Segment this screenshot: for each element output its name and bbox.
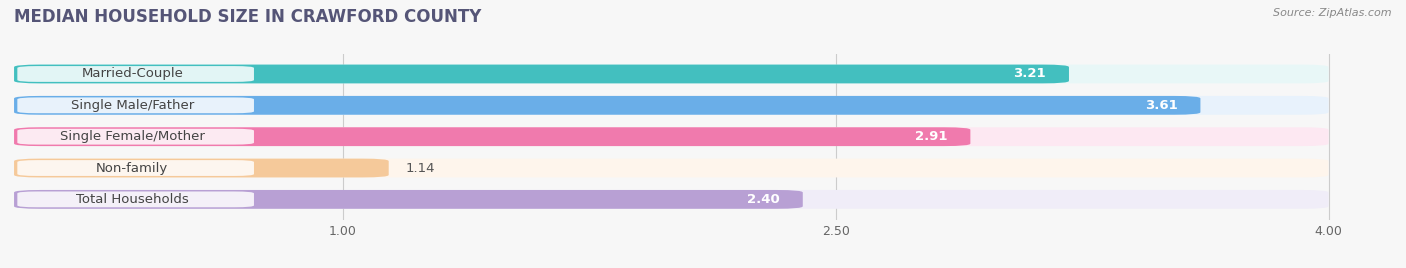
- Text: Married-Couple: Married-Couple: [82, 68, 183, 80]
- FancyBboxPatch shape: [14, 159, 388, 177]
- FancyBboxPatch shape: [14, 190, 803, 209]
- Text: 1.14: 1.14: [405, 162, 434, 174]
- Text: Total Households: Total Households: [76, 193, 188, 206]
- Text: 2.40: 2.40: [747, 193, 780, 206]
- FancyBboxPatch shape: [17, 66, 254, 82]
- FancyBboxPatch shape: [17, 129, 254, 144]
- FancyBboxPatch shape: [17, 98, 254, 113]
- FancyBboxPatch shape: [14, 190, 1329, 209]
- FancyBboxPatch shape: [14, 96, 1329, 115]
- Text: Single Male/Father: Single Male/Father: [70, 99, 194, 112]
- FancyBboxPatch shape: [17, 191, 254, 207]
- FancyBboxPatch shape: [14, 65, 1329, 83]
- Text: 2.91: 2.91: [915, 130, 948, 143]
- Text: Single Female/Mother: Single Female/Mother: [60, 130, 205, 143]
- Text: 3.61: 3.61: [1144, 99, 1177, 112]
- FancyBboxPatch shape: [14, 65, 1069, 83]
- Text: Source: ZipAtlas.com: Source: ZipAtlas.com: [1274, 8, 1392, 18]
- FancyBboxPatch shape: [14, 127, 970, 146]
- FancyBboxPatch shape: [14, 127, 1329, 146]
- Text: Non-family: Non-family: [96, 162, 169, 174]
- FancyBboxPatch shape: [14, 96, 1201, 115]
- Text: 3.21: 3.21: [1014, 68, 1046, 80]
- Text: MEDIAN HOUSEHOLD SIZE IN CRAWFORD COUNTY: MEDIAN HOUSEHOLD SIZE IN CRAWFORD COUNTY: [14, 8, 481, 26]
- FancyBboxPatch shape: [14, 159, 1329, 177]
- FancyBboxPatch shape: [17, 160, 254, 176]
